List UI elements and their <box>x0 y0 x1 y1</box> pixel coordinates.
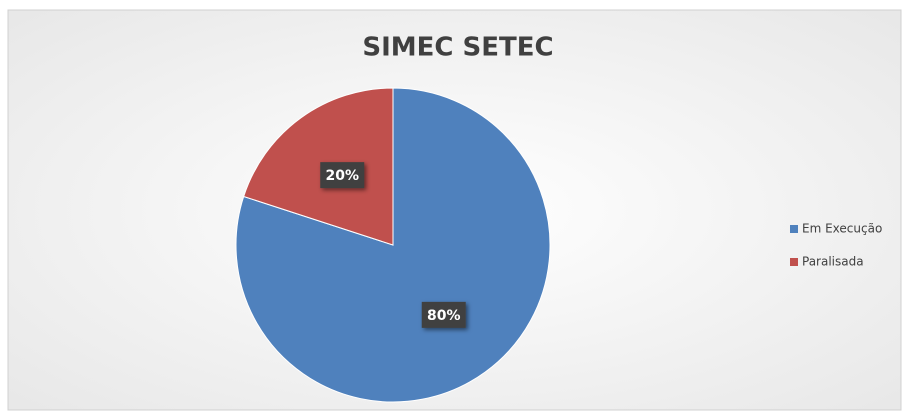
legend-label: Paralisada <box>802 255 864 269</box>
pie-slice <box>235 87 551 403</box>
data-label-box <box>421 301 466 328</box>
data-label: 80% <box>427 308 461 324</box>
chart-title: SIMEC SETEC <box>362 33 553 63</box>
data-label: 20% <box>325 168 359 184</box>
data-label-box <box>320 162 365 189</box>
legend-swatch <box>790 258 798 266</box>
pie-slice <box>243 87 394 246</box>
legend-label: Em Execução <box>802 222 882 236</box>
legend-swatch <box>790 225 798 233</box>
